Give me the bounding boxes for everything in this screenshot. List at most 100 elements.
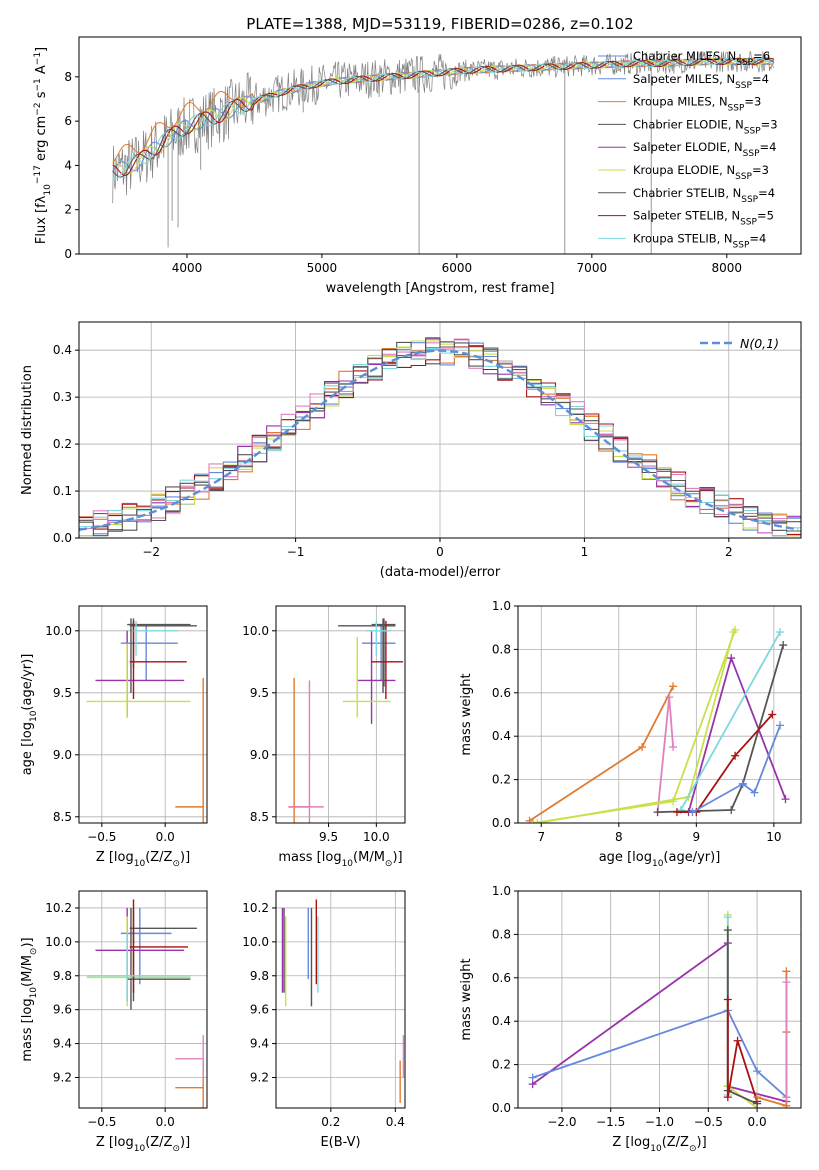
x-axis-label: Z [log10(Z/Z⊙)] — [96, 850, 190, 869]
y-tick-label: 0 — [64, 247, 72, 261]
x-tick-label: 7000 — [577, 261, 608, 275]
x-tick-label: 1 — [581, 545, 589, 559]
x-tick-label: 0.0 — [156, 830, 175, 844]
x-tick-label: 0.2 — [321, 1115, 340, 1129]
legend-entry: Kroupa ELODIE, NSSP=3 — [633, 163, 769, 182]
x-tick-label: −1.5 — [596, 1115, 625, 1129]
legend-entry: N(0,1) — [740, 336, 779, 351]
x-tick-label: 10 — [766, 830, 781, 844]
weight-marker — [669, 797, 678, 806]
x-tick-label: 5000 — [307, 261, 338, 275]
x-axis-label: age [log10(age/yr)] — [599, 850, 721, 869]
weight-marker — [665, 693, 674, 702]
x-tick-label: 2 — [725, 545, 733, 559]
legend-entry: Salpeter STELIB, NSSP=5 — [633, 209, 774, 228]
axes-frame — [275, 605, 406, 824]
x-tick-label: −2.0 — [547, 1115, 576, 1129]
x-tick-label: 10.0 — [363, 830, 390, 844]
y-tick-label: 2 — [64, 203, 72, 217]
histogram-5 — [79, 346, 801, 537]
weight-marker — [727, 805, 736, 814]
x-tick-label: 9.5 — [319, 830, 338, 844]
y-tick-label: 0.4 — [492, 729, 511, 743]
model-spectrum-salpeter-stelib — [112, 57, 775, 177]
y-tick-label: 0.1 — [53, 484, 72, 498]
y-tick-label: 10.0 — [242, 935, 269, 949]
y-tick-label: 9.6 — [53, 1003, 72, 1017]
weight-series-3 — [537, 631, 735, 823]
y-tick-label: 0.0 — [53, 531, 72, 545]
weight-marker — [653, 808, 662, 817]
y-axis-label: age [log10(age/yr)] — [20, 654, 39, 776]
axes-frame — [78, 605, 208, 824]
weight-marker — [768, 710, 777, 719]
weight-series-1 — [656, 697, 674, 813]
weight-series-8 — [692, 725, 781, 813]
axes-frame — [78, 890, 208, 1109]
x-tick-label: −0.5 — [87, 830, 116, 844]
y-tick-label: 9.2 — [250, 1070, 269, 1084]
y-tick-label: 10.0 — [242, 624, 269, 638]
x-tick-label: 0.0 — [748, 1115, 767, 1129]
legend-entry: Chabrier MILES, NSSP=6 — [633, 49, 770, 68]
y-tick-label: 9.8 — [53, 969, 72, 983]
y-tick-label: 0.2 — [53, 437, 72, 451]
x-tick-label: −1.0 — [645, 1115, 674, 1129]
axes-frame — [517, 605, 802, 824]
y-tick-label: 9.5 — [250, 686, 269, 700]
y-tick-label: 6 — [64, 114, 72, 128]
figure-title: PLATE=1388, MJD=53119, FIBERID=0286, z=0… — [246, 15, 633, 33]
y-tick-label: 4 — [64, 158, 72, 172]
plot-area — [288, 618, 404, 823]
x-tick-label: 0.4 — [386, 1115, 405, 1129]
panel-residuals: −2 −1 0 1 2 0.0 0.1 0.2 0.3 0.4 (data-model)/error… — [20, 321, 802, 580]
x-axis-label: wavelength [Angstrom, rest frame] — [326, 281, 555, 296]
x-tick-label: 9 — [693, 830, 701, 844]
x-axis-label: Z [log10(Z/Z⊙)] — [96, 1135, 190, 1154]
weight-marker — [525, 816, 534, 823]
x-tick-label: 4000 — [172, 261, 203, 275]
weight-marker — [781, 795, 790, 804]
weight-marker — [782, 1101, 791, 1108]
plot-area — [525, 625, 790, 823]
y-tick-label: 0.8 — [492, 642, 511, 656]
legend-entry: Salpeter MILES, NSSP=4 — [633, 72, 769, 91]
y-tick-label: 9.0 — [53, 748, 72, 762]
weight-marker — [723, 926, 732, 935]
y-tick-label: 9.4 — [53, 1037, 72, 1051]
legend-entry: Chabrier STELIB, NSSP=4 — [633, 186, 775, 205]
weight-marker — [753, 1093, 762, 1102]
y-tick-label: 0.3 — [53, 390, 72, 404]
weight-marker — [779, 641, 788, 650]
y-tick-label: 8.5 — [53, 810, 72, 824]
weight-series-2 — [726, 914, 758, 1108]
gaussian-curve — [79, 349, 799, 531]
y-tick-label: 0.0 — [492, 816, 511, 830]
weight-marker — [738, 779, 747, 788]
y-tick-label: 9.8 — [250, 969, 269, 983]
weight-marker — [753, 1067, 762, 1076]
weight-marker — [638, 743, 647, 752]
weight-marker — [669, 743, 678, 752]
y-tick-label: 9.5 — [53, 686, 72, 700]
weight-series-7 — [676, 713, 773, 813]
weight-marker — [533, 819, 542, 823]
weight-series-1 — [532, 1009, 787, 1098]
y-tick-label: 0.4 — [53, 343, 72, 357]
weight-marker — [733, 1036, 742, 1045]
weight-series-5 — [726, 999, 758, 1102]
y-tick-label: 1.0 — [492, 884, 511, 898]
y-tick-label: 9.6 — [250, 1003, 269, 1017]
panel-mass_vs_Z: −0.5 0.0 9.2 9.4 9.6 9.8 10.0 10.2 Z [log10(Z/Z⊙… — [20, 890, 208, 1154]
weight-marker — [688, 808, 697, 817]
model-spectrum-kroupa-stelib — [112, 57, 775, 180]
x-tick-label: 0 — [436, 545, 444, 559]
histogram-8 — [79, 338, 801, 537]
y-tick-label: 10.0 — [45, 935, 72, 949]
x-tick-label: 7 — [537, 830, 545, 844]
axes-frame — [275, 890, 406, 1109]
x-tick-label: 6000 — [442, 261, 473, 275]
plot-area — [528, 910, 791, 1108]
x-tick-label: −2 — [142, 545, 160, 559]
